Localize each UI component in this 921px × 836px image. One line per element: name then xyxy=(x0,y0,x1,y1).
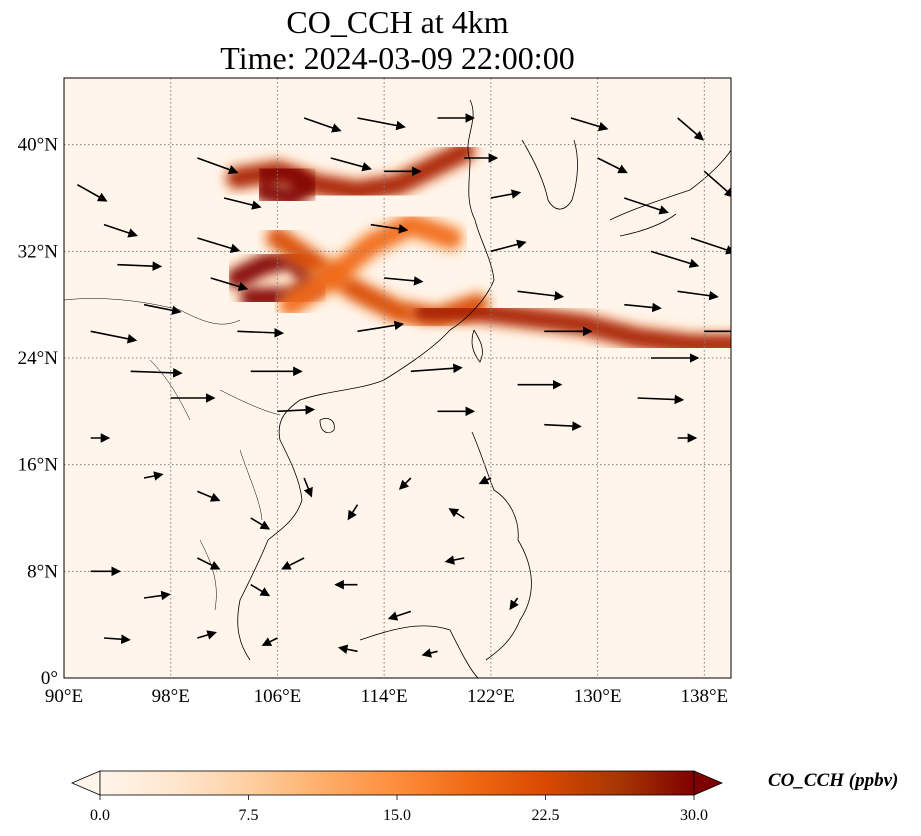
title-time: Time: 2024-03-09 22:00:00 xyxy=(220,40,575,76)
wind-arrow xyxy=(143,303,182,316)
wind-arrow xyxy=(303,117,342,133)
wind-arrow xyxy=(197,157,239,175)
wind-arrow xyxy=(303,477,313,498)
wind-arrow xyxy=(130,368,183,378)
diagonal-band xyxy=(280,214,461,315)
coastline-japan xyxy=(609,149,731,237)
wind-arrow xyxy=(197,237,241,253)
wind-arrow xyxy=(517,290,565,301)
wind-arrow xyxy=(197,490,221,502)
wind-arrow xyxy=(223,197,262,210)
wind-arrow xyxy=(677,117,705,141)
wind-arrow xyxy=(570,117,609,132)
wind-arrow xyxy=(143,471,164,481)
colorbar: 0.0 7.5 15.0 22.5 30.0 xyxy=(70,770,724,824)
wind-arrow xyxy=(624,197,669,215)
wind-arrow xyxy=(357,117,406,131)
wind-vectors xyxy=(76,113,731,658)
wind-arrow xyxy=(103,634,131,645)
wind-arrow xyxy=(387,610,412,621)
coastline-hainan xyxy=(319,418,335,434)
colorbar-extend-max xyxy=(693,770,724,796)
lon-tick-label: 114°E xyxy=(361,686,408,707)
wind-arrow xyxy=(490,239,527,253)
wind-arrow xyxy=(277,405,316,415)
colorbar-extend-min xyxy=(70,770,101,796)
coastline-philippines xyxy=(471,431,532,661)
wind-arrow xyxy=(337,644,358,655)
wind-arrow xyxy=(197,630,217,640)
wind-arrow xyxy=(347,504,359,521)
coastlines xyxy=(64,99,731,678)
wind-arrow xyxy=(410,363,463,374)
coastline-china xyxy=(237,99,495,661)
wind-arrow xyxy=(197,557,221,570)
wind-arrow xyxy=(117,261,163,271)
wind-arrow xyxy=(544,421,582,431)
colorbar-tick-label: 22.5 xyxy=(532,807,560,824)
longitude-labels: 90°E 98°E 106°E 114°E 122°E 130°E 138°E xyxy=(45,686,728,707)
wind-arrow xyxy=(370,223,409,234)
lon-tick-label: 138°E xyxy=(680,686,728,707)
wind-arrow xyxy=(597,157,628,174)
coastline-borneo xyxy=(359,625,479,678)
wind-arrow xyxy=(250,517,271,530)
lat-tick-label: 16°N xyxy=(18,455,59,476)
wind-arrow xyxy=(281,557,305,570)
wind-arrow xyxy=(210,277,249,292)
colorbar-tick-label: 0.0 xyxy=(90,807,110,824)
lat-tick-label: 32°N xyxy=(18,241,59,262)
lon-tick-label: 98°E xyxy=(152,686,190,707)
lon-tick-label: 106°E xyxy=(254,686,302,707)
graticule xyxy=(64,78,731,678)
wind-arrow xyxy=(478,475,492,485)
title-variable: CO_CCH at 4km xyxy=(286,4,509,40)
wind-arrow xyxy=(384,276,424,286)
lon-tick-label: 122°E xyxy=(467,686,515,707)
wind-arrow xyxy=(143,590,171,601)
coastline-korea xyxy=(521,139,578,210)
wind-arrow xyxy=(444,555,465,565)
lat-tick-label: 8°N xyxy=(27,561,58,582)
lat-tick-label: 0° xyxy=(41,668,58,689)
wind-arrow xyxy=(103,223,138,238)
wind-arrow xyxy=(637,394,685,405)
latitude-labels: 0° 8°N 16°N 24°N 32°N 40°N xyxy=(18,135,59,689)
colorbar-tick-label: 30.0 xyxy=(680,807,708,824)
wind-arrow xyxy=(76,183,108,202)
wind-arrow xyxy=(624,302,662,313)
colorbar-gradient xyxy=(99,770,695,796)
wind-arrow xyxy=(703,170,731,198)
north-hotspot xyxy=(254,161,321,208)
wind-arrow xyxy=(421,648,438,658)
wind-arrow xyxy=(398,477,412,490)
colorbar-tick-label: 15.0 xyxy=(383,807,411,824)
wind-arrow xyxy=(250,583,271,597)
colorbar-label: CO_CCH (ppbv) xyxy=(768,770,899,791)
lat-tick-label: 24°N xyxy=(18,348,59,369)
wind-arrow xyxy=(509,597,519,611)
wind-arrow xyxy=(261,637,278,646)
lon-tick-label: 90°E xyxy=(45,686,83,707)
wind-arrow xyxy=(677,290,719,301)
wind-arrow xyxy=(650,250,700,268)
wind-arrow xyxy=(90,330,138,344)
wind-arrow xyxy=(490,189,522,199)
map-frame xyxy=(63,77,732,679)
wind-arrow xyxy=(330,157,372,172)
wind-arrow xyxy=(448,508,465,519)
lon-tick-label: 130°E xyxy=(574,686,622,707)
wind-arrow xyxy=(237,328,285,338)
wind-arrow xyxy=(690,237,731,255)
wind-arrow xyxy=(357,320,405,333)
east-band xyxy=(414,301,731,355)
coastline-taiwan xyxy=(471,329,483,363)
lat-tick-label: 40°N xyxy=(18,135,59,156)
colorbar-tick-label: 7.5 xyxy=(239,807,259,824)
